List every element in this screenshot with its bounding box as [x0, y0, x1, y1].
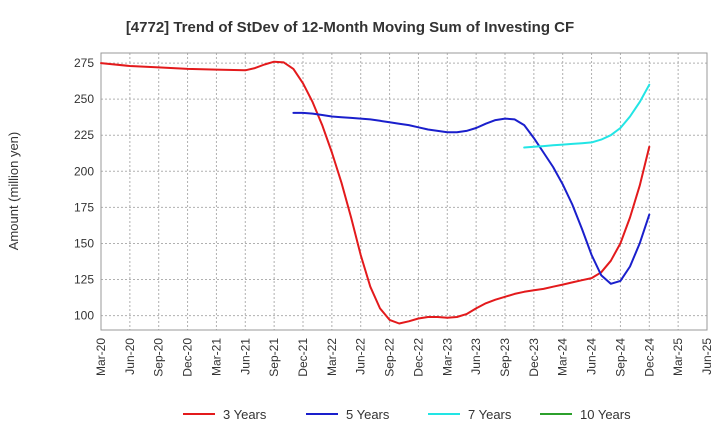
y-tick-label: 225	[74, 128, 94, 142]
x-tick-label: Jun-22	[354, 338, 368, 375]
legend: 3 Years 5 Years 7 Years 10 Years	[183, 407, 631, 422]
y-tick-label: 275	[74, 56, 94, 70]
x-tick-label: Dec-24	[642, 338, 656, 377]
x-tick-label: Mar-21	[209, 338, 223, 376]
x-tick-label: Jun-24	[585, 338, 599, 375]
x-tick-label: Dec-22	[411, 338, 425, 377]
series-line-3-years	[100, 60, 651, 325]
legend-label-3-years: 3 Years	[223, 407, 267, 422]
y-tick-label: 250	[74, 92, 94, 106]
y-tick-label: 175	[74, 200, 94, 214]
x-tick-label: Jun-21	[238, 338, 252, 375]
x-tick-label: Sep-20	[152, 338, 166, 377]
x-tick-label: Dec-21	[296, 338, 310, 377]
x-tick-label: Sep-24	[613, 338, 627, 377]
y-tick-label: 100	[74, 309, 94, 323]
y-axis-ticks: 100 125 150 175 200 225 250 275	[74, 56, 94, 322]
x-tick-label: Sep-21	[267, 338, 281, 377]
y-axis-label: Amount (million yen)	[6, 132, 21, 251]
x-tick-label: Jun-25	[700, 338, 714, 375]
y-tick-label: 150	[74, 236, 94, 250]
chart-title: [4772] Trend of StDev of 12-Month Moving…	[126, 19, 574, 36]
x-tick-label: Mar-20	[94, 338, 108, 376]
series-lines	[100, 60, 651, 325]
x-tick-label: Sep-22	[383, 338, 397, 377]
grid-lines	[100, 53, 708, 330]
plot-frame	[100, 52, 708, 331]
series-line-5-years	[292, 111, 651, 285]
legend-label-10-years: 10 Years	[580, 407, 631, 422]
x-tick-label: Mar-23	[440, 338, 454, 376]
y-tick-label: 125	[74, 273, 94, 287]
x-tick-label: Dec-20	[181, 338, 195, 377]
x-tick-label: Jun-23	[469, 338, 483, 375]
x-tick-label: Sep-23	[498, 338, 512, 377]
x-tick-label: Jun-20	[123, 338, 137, 375]
legend-label-5-years: 5 Years	[346, 407, 390, 422]
y-tick-label: 200	[74, 164, 94, 178]
x-tick-label: Mar-22	[325, 338, 339, 376]
x-tick-label: Dec-23	[527, 338, 541, 377]
legend-label-7-years: 7 Years	[468, 407, 512, 422]
series-line-7-years	[523, 83, 651, 149]
x-tick-label: Mar-25	[671, 338, 685, 376]
x-axis-ticks: Mar-20 Jun-20 Sep-20 Dec-20 Mar-21 Jun-21 Sep-…	[94, 338, 714, 377]
x-tick-label: Mar-24	[556, 338, 570, 376]
